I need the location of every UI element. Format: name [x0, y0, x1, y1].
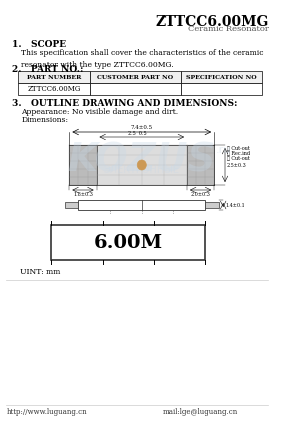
Bar: [18, 83, 90, 95]
Text: ZTTCC6.00MG: ZTTCC6.00MG: [27, 85, 81, 93]
Circle shape: [137, 160, 146, 170]
Text: http://www.luguang.cn: http://www.luguang.cn: [7, 408, 87, 416]
Text: ② Rec.ind: ② Rec.ind: [227, 150, 250, 156]
Text: 2.0±0.3: 2.0±0.3: [190, 192, 211, 197]
Bar: [69, 145, 214, 185]
Text: 1.8±0.3: 1.8±0.3: [73, 192, 93, 197]
Bar: [90, 83, 181, 95]
Text: ЭЛЕКТРОННЫЕ: ЭЛЕКТРОННЫЕ: [104, 165, 180, 175]
Text: mail:lge@luguang.cn: mail:lge@luguang.cn: [163, 408, 238, 416]
Text: 2.5±0.3: 2.5±0.3: [227, 162, 247, 167]
Bar: [181, 83, 262, 95]
Text: 2.   PART NO.:: 2. PART NO.:: [12, 65, 84, 74]
Bar: [90, 71, 181, 83]
Text: UINT: mm: UINT: mm: [20, 268, 60, 276]
Text: 3.   OUTLINE DRAWING AND DIMENSIONS:: 3. OUTLINE DRAWING AND DIMENSIONS:: [12, 99, 238, 108]
Bar: [51, 225, 205, 260]
Text: 6.00M: 6.00M: [94, 233, 163, 252]
Text: 1.   SCOPE: 1. SCOPE: [12, 40, 67, 49]
Bar: [65, 202, 79, 208]
Text: PART NUMBER: PART NUMBER: [27, 74, 81, 79]
Text: CUSTOMER PART NO: CUSTOMER PART NO: [98, 74, 173, 79]
Text: Ceramic Resonator: Ceramic Resonator: [188, 25, 268, 33]
Text: KOZUS: KOZUS: [68, 141, 216, 179]
Text: ① Cut-out: ① Cut-out: [227, 145, 250, 150]
Bar: [69, 145, 97, 185]
Text: .ru: .ru: [215, 145, 231, 155]
Bar: [205, 202, 219, 208]
Text: Dimensions:: Dimensions:: [22, 116, 69, 124]
Bar: [187, 145, 214, 185]
Text: ③ Cut-out: ③ Cut-out: [227, 156, 250, 161]
Text: This specification shall cover the characteristics of the ceramic
resonator with: This specification shall cover the chara…: [22, 49, 264, 68]
Text: 2.5  0.5: 2.5 0.5: [128, 131, 147, 136]
Text: Appearance: No visible damage and dirt.: Appearance: No visible damage and dirt.: [22, 108, 178, 116]
Bar: [79, 200, 205, 210]
Text: SPECIFICATION NO: SPECIFICATION NO: [186, 74, 257, 79]
Text: ZTTCC6.00MG: ZTTCC6.00MG: [155, 15, 268, 29]
Bar: [97, 145, 187, 185]
Bar: [181, 71, 262, 83]
Bar: [18, 71, 90, 83]
Text: 1.4±0.1: 1.4±0.1: [225, 202, 245, 207]
Text: 7.4±0.5: 7.4±0.5: [131, 125, 153, 130]
